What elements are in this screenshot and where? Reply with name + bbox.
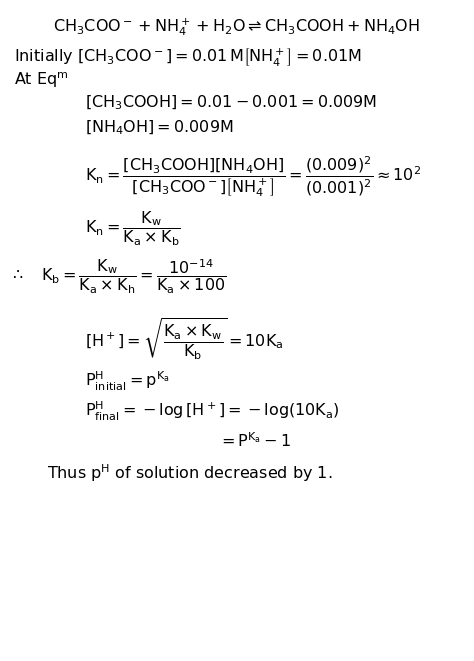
Text: $\therefore\quad\mathrm{K_b}=\dfrac{\mathrm{K_w}}{\mathrm{K_a}\times\mathrm{K_h}: $\therefore\quad\mathrm{K_b}=\dfrac{\mat…	[9, 258, 227, 296]
Text: $\left[\mathrm{NH_4OH}\right]=0.009\mathrm{M}$: $\left[\mathrm{NH_4OH}\right]=0.009\math…	[85, 119, 234, 137]
Text: $\mathrm{K_n}=\dfrac{\mathrm{K_w}}{\mathrm{K_a}\times\mathrm{K_b}}$: $\mathrm{K_n}=\dfrac{\mathrm{K_w}}{\math…	[85, 210, 181, 248]
Text: $\mathrm{P^H_{initial}}=\mathrm{p^{K_a}}$: $\mathrm{P^H_{initial}}=\mathrm{p^{K_a}}…	[85, 370, 170, 393]
Text: Initially $\left[\mathrm{CH_3COO^-}\right]=0.01\,\mathrm{M}\left[\mathrm{NH_4^+}: Initially $\left[\mathrm{CH_3COO^-}\righ…	[14, 46, 362, 68]
Text: Thus p$^\mathrm{H}$ of solution decreased by 1.: Thus p$^\mathrm{H}$ of solution decrease…	[47, 463, 333, 485]
Text: $=\mathrm{P^{K_a}}-1$: $=\mathrm{P^{K_a}}-1$	[218, 431, 291, 449]
Text: $\left[\mathrm{H^+}\right]=\sqrt{\dfrac{\mathrm{K_a}\times\mathrm{K_w}}{\mathrm{: $\left[\mathrm{H^+}\right]=\sqrt{\dfrac{…	[85, 316, 284, 362]
Text: $\left[\mathrm{CH_3COOH}\right]=0.01-0.001=0.009\mathrm{M}$: $\left[\mathrm{CH_3COOH}\right]=0.01-0.0…	[85, 94, 378, 112]
Text: $\mathrm{P^H_{final}}=-\log\left[\mathrm{H^+}\right]=-\log(10\mathrm{K_a})$: $\mathrm{P^H_{final}}=-\log\left[\mathrm…	[85, 400, 340, 423]
Text: At Eq$^\mathrm{m}$: At Eq$^\mathrm{m}$	[14, 71, 69, 91]
Text: $\mathrm{CH_3COO^- +NH_4^+ +H_2O \rightleftharpoons CH_3COOH +NH_4OH}$: $\mathrm{CH_3COO^- +NH_4^+ +H_2O \rightl…	[54, 17, 420, 38]
Text: $\mathrm{K_n}=\dfrac{\left[\mathrm{CH_3COOH}\right]\left[\mathrm{NH_4OH}\right]}: $\mathrm{K_n}=\dfrac{\left[\mathrm{CH_3C…	[85, 155, 421, 200]
